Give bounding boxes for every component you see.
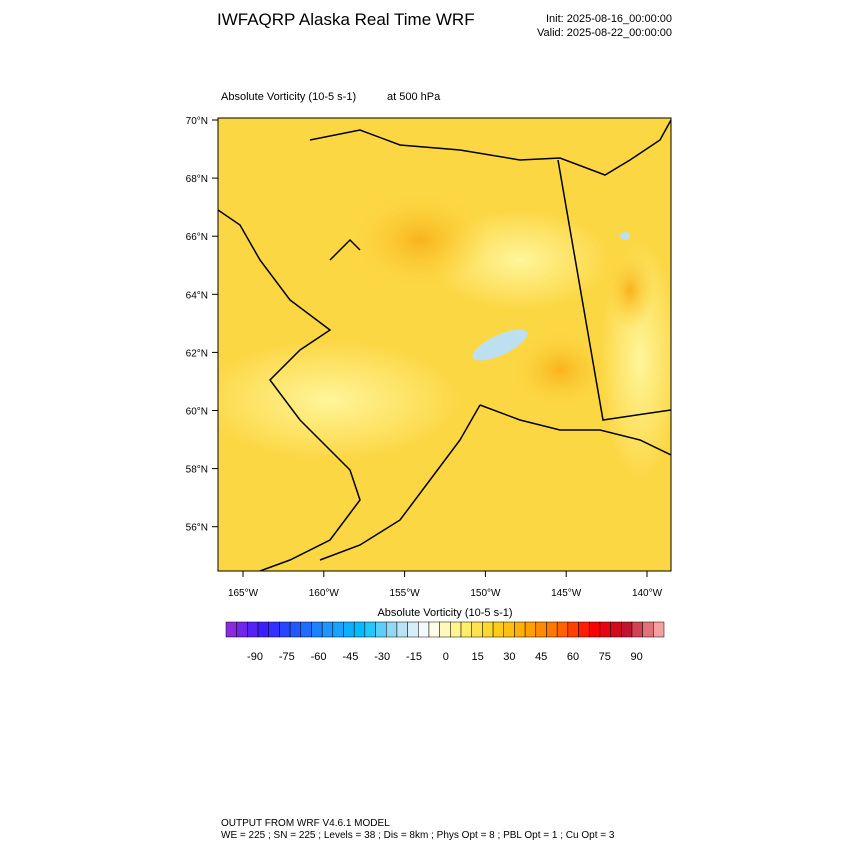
colorbar-box: [279, 621, 291, 638]
lat-label: 58°N: [186, 465, 208, 476]
colorbar-box: [482, 621, 494, 638]
colorbar-box: [343, 621, 355, 638]
lat-label: 62°N: [186, 348, 208, 359]
colorbar-box: [300, 621, 312, 638]
map-frame: [217, 117, 672, 572]
lon-label: 140°W: [632, 588, 663, 599]
colorbar-box: [599, 621, 611, 638]
lon-label: 150°W: [470, 588, 501, 599]
valid-time: Valid: 2025-08-22_00:00:00: [537, 27, 672, 39]
field-label: Absolute Vorticity (10-5 s-1): [221, 91, 356, 103]
colorbar-label: -60: [311, 651, 327, 663]
colorbar: -90 -75 -60 -45 -30 -15 0 15 30 45 60 75 90: [225, 621, 665, 663]
colorbar-label: 30: [503, 651, 515, 663]
colorbar-box: [236, 621, 248, 638]
colorbar-box: [428, 621, 440, 638]
colorbar-label: 75: [599, 651, 611, 663]
colorbar-box: [460, 621, 472, 638]
level-label: at 500 hPa: [387, 91, 441, 103]
colorbar-box: [524, 621, 537, 638]
colorbar-box: [535, 621, 547, 638]
colorbar-box: [289, 621, 302, 638]
colorbar-box: [418, 621, 430, 638]
lat-label: 66°N: [186, 232, 208, 243]
init-time: Init: 2025-08-16_00:00:00: [546, 13, 672, 25]
colorbar-box: [385, 621, 398, 638]
colorbar-box: [503, 621, 515, 638]
colorbar-label: 45: [535, 651, 547, 663]
footer-line: OUTPUT FROM WRF V4.6.1 MODEL: [221, 818, 390, 829]
colorbar-label: -30: [374, 651, 390, 663]
colorbar-box: [578, 621, 590, 638]
colorbar-label: -75: [279, 651, 295, 663]
lat-labels: 70°N 68°N 66°N 64°N 62°N 60°N 58°N 56°N: [186, 116, 218, 534]
colorbar-box: [588, 621, 601, 638]
colorbar-box: [471, 621, 483, 638]
colorbar-label: 0: [443, 651, 449, 663]
lon-label: 155°W: [390, 588, 421, 599]
colorbar-box: [642, 621, 654, 638]
lat-label: 56°N: [186, 523, 208, 534]
colorbar-box: [268, 621, 280, 638]
lon-labels: 165°W 160°W 155°W 150°W 145°W 140°W: [228, 571, 663, 599]
lat-label: 70°N: [186, 116, 208, 127]
colorbar-box: [492, 621, 505, 638]
colorbar-box: [556, 621, 569, 638]
colorbar-box: [247, 621, 259, 638]
colorbar-box: [311, 621, 323, 638]
colorbar-box: [396, 621, 408, 638]
colorbar-box: [257, 621, 269, 638]
colorbar-box: [439, 621, 451, 638]
colorbar-box: [407, 621, 419, 638]
colorbar-box: [375, 621, 387, 638]
colorbar-box: [364, 621, 376, 638]
colorbar-box: [321, 621, 334, 638]
lon-label: 160°W: [309, 588, 340, 599]
colorbar-label: 90: [630, 651, 642, 663]
lat-label: 64°N: [186, 290, 208, 301]
colorbar-label: -90: [247, 651, 263, 663]
colorbar-box: [225, 621, 237, 638]
colorbar-title: Absolute Vorticity (10-5 s-1): [377, 607, 512, 619]
colorbar-box: [567, 621, 579, 638]
title: IWFAQRP Alaska Real Time WRF: [217, 10, 475, 29]
colorbar-box: [546, 621, 558, 638]
colorbar-label: -15: [406, 651, 422, 663]
colorbar-box: [653, 621, 665, 638]
colorbar-label: 60: [567, 651, 579, 663]
colorbar-box: [621, 621, 633, 638]
colorbar-box: [353, 621, 366, 638]
footer-line: WE = 225 ; SN = 225 ; Levels = 38 ; Dis …: [221, 830, 615, 841]
colorbar-label: -45: [342, 651, 358, 663]
colorbar-box: [514, 621, 526, 638]
colorbar-box: [450, 621, 462, 638]
lat-label: 68°N: [186, 174, 208, 185]
lat-label: 60°N: [186, 407, 208, 418]
colorbar-label: 15: [471, 651, 483, 663]
colorbar-box: [610, 621, 622, 638]
colorbar-box: [332, 621, 344, 638]
lon-label: 165°W: [228, 588, 259, 599]
colorbar-box: [631, 621, 643, 638]
lon-label: 145°W: [551, 588, 582, 599]
map-field: [218, 118, 671, 571]
